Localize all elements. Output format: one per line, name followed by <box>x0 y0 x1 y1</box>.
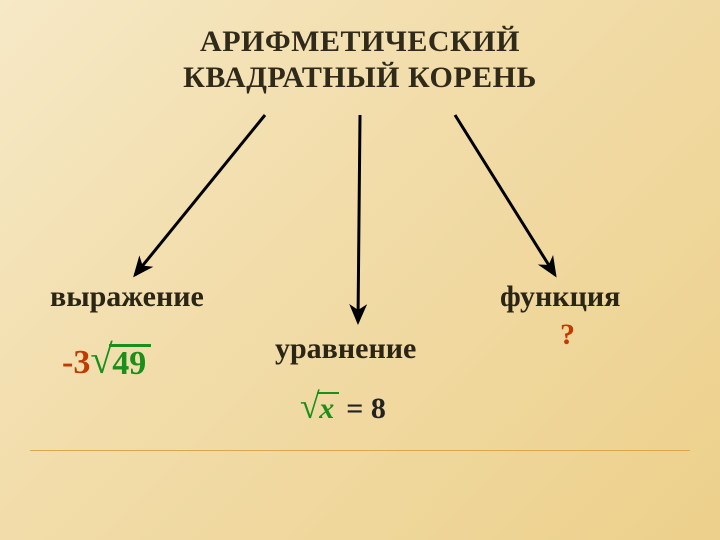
eqn-rhs: = 8 <box>339 392 386 425</box>
title-line-1: АРИФМЕТИЧЕСКИЙ <box>0 24 720 60</box>
page-title: АРИФМЕТИЧЕСКИЙ КВАДРАТНЫЙ КОРЕНЬ <box>0 24 720 96</box>
expr-coefficient: -3 <box>62 344 90 381</box>
arrow-right <box>455 115 555 275</box>
math-equation: √x = 8 <box>300 388 386 426</box>
arrow-middle <box>358 115 360 322</box>
function-question-mark: ? <box>560 318 575 352</box>
title-line-2: КВАДРАТНЫЙ КОРЕНЬ <box>0 60 720 96</box>
eqn-sqrt: √x <box>300 388 339 424</box>
eqn-radicand: x <box>317 392 339 424</box>
divider-line <box>30 450 690 451</box>
expr-radicand: 49 <box>109 344 151 381</box>
branch-label-equation: уравнение <box>275 332 416 366</box>
branch-label-function: функция <box>500 280 620 314</box>
expr-sqrt: √49 <box>90 340 151 381</box>
math-expression: -3√49 <box>62 340 151 382</box>
branch-label-expression: выражение <box>50 280 204 314</box>
arrow-left <box>135 115 265 275</box>
